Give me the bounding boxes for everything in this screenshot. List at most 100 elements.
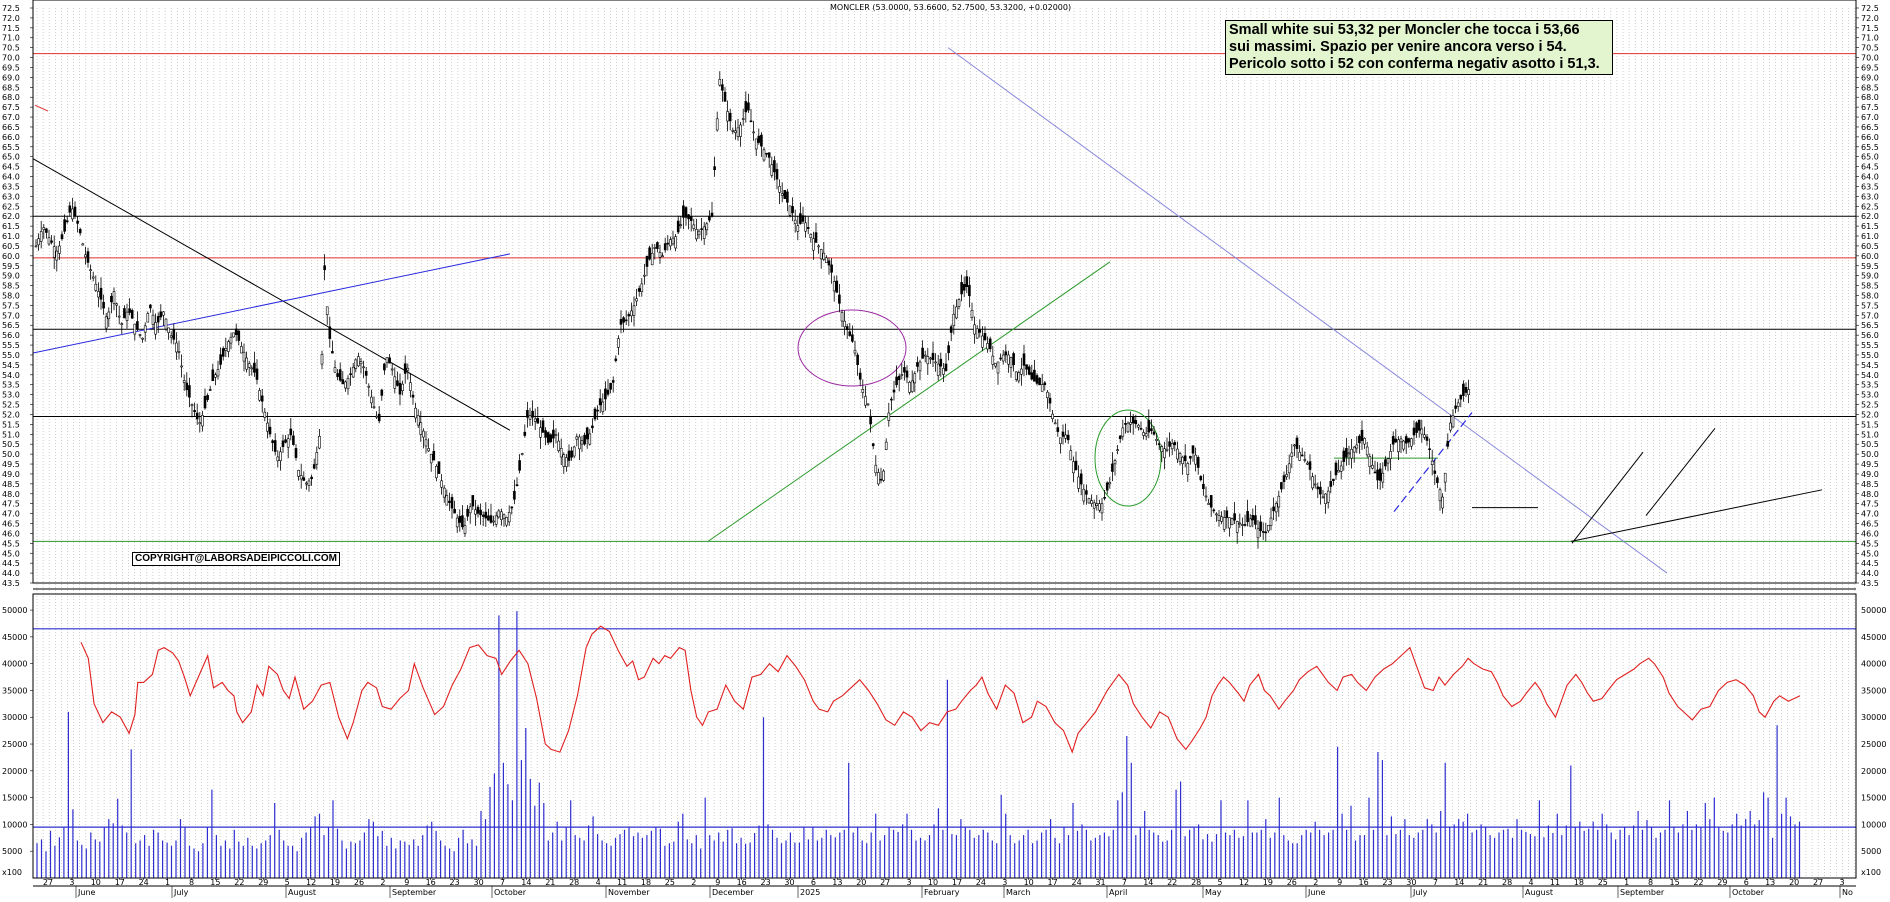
candle-body bbox=[955, 306, 958, 319]
volume-tick-left: 20000 bbox=[2, 767, 27, 776]
candle-body bbox=[380, 389, 384, 396]
day-tick: 7 bbox=[1433, 878, 1438, 887]
price-tick-right: 43.5 bbox=[1861, 579, 1879, 588]
candle-body bbox=[458, 515, 462, 523]
candle-body bbox=[806, 227, 810, 229]
price-tick-right: 72.0 bbox=[1861, 14, 1879, 23]
volume-tick-right: 45000 bbox=[1861, 633, 1886, 642]
candle-body bbox=[448, 500, 451, 503]
day-tick: 17 bbox=[115, 878, 125, 887]
volume-tick-right: 20000 bbox=[1861, 767, 1886, 776]
candle-body bbox=[934, 361, 937, 364]
candle-body bbox=[461, 515, 464, 528]
price-tick-right: 44.5 bbox=[1861, 559, 1879, 568]
day-tick: 1 bbox=[165, 878, 170, 887]
candle-body bbox=[481, 514, 485, 517]
day-tick: 19 bbox=[330, 878, 340, 887]
candle-body bbox=[991, 355, 995, 365]
candle-body bbox=[1048, 397, 1052, 404]
candle-body bbox=[292, 435, 295, 445]
candle-body bbox=[1168, 441, 1171, 447]
candle-body bbox=[1176, 448, 1179, 460]
candle-body bbox=[520, 453, 524, 455]
candle-body bbox=[676, 220, 680, 233]
candle-body bbox=[692, 224, 696, 229]
day-tick: 2 bbox=[380, 878, 385, 887]
candle-body bbox=[393, 376, 397, 389]
candle-body bbox=[390, 368, 394, 371]
candle-body bbox=[936, 363, 940, 376]
candle-body bbox=[1207, 502, 1210, 505]
candle-body bbox=[1451, 415, 1455, 428]
volume-unit-label: x100 bbox=[1861, 868, 1881, 877]
candle-body bbox=[708, 216, 711, 221]
day-tick: 13 bbox=[1765, 878, 1775, 887]
candle-body bbox=[882, 470, 885, 481]
candle-body bbox=[1173, 442, 1177, 446]
candle-body bbox=[1360, 429, 1364, 441]
candle-body bbox=[1425, 436, 1429, 441]
price-tick-left: 58.0 bbox=[2, 292, 20, 301]
candle-body bbox=[47, 237, 51, 245]
candle-body bbox=[869, 415, 872, 425]
candle-body bbox=[91, 276, 95, 279]
candle-body bbox=[918, 361, 922, 372]
candle-body bbox=[619, 319, 623, 325]
price-tick-right: 45.5 bbox=[1861, 539, 1879, 548]
price-tick-right: 70.5 bbox=[1861, 44, 1879, 53]
candle-body bbox=[375, 415, 378, 418]
candle-body bbox=[848, 331, 852, 336]
trend-line-blue-up bbox=[32, 253, 511, 354]
candle-body bbox=[1443, 472, 1447, 483]
candle-body bbox=[1378, 468, 1382, 481]
price-tick-right: 60.5 bbox=[1861, 242, 1879, 251]
day-tick: 10 bbox=[928, 878, 938, 887]
candle-body bbox=[596, 409, 599, 412]
candle-body bbox=[1079, 473, 1083, 485]
candle-body bbox=[783, 190, 787, 199]
candle-body bbox=[1391, 436, 1395, 445]
candle-body bbox=[999, 357, 1002, 360]
candle-body bbox=[1103, 496, 1106, 499]
candle-body bbox=[799, 213, 802, 224]
candle-body bbox=[1326, 490, 1330, 503]
candle-body bbox=[1038, 377, 1041, 386]
candle-body bbox=[1394, 438, 1398, 443]
candle-body bbox=[731, 130, 735, 132]
candle-body bbox=[1438, 489, 1442, 502]
candle-body bbox=[315, 451, 319, 465]
candle-body bbox=[757, 135, 761, 143]
candle-body bbox=[471, 495, 475, 507]
candle-body bbox=[695, 229, 698, 240]
candle-body bbox=[1389, 451, 1392, 459]
candle-body bbox=[689, 216, 693, 221]
candle-body bbox=[994, 363, 997, 367]
candle-body bbox=[164, 318, 168, 330]
candle-body bbox=[120, 323, 124, 326]
price-tick-left: 46.0 bbox=[2, 529, 20, 538]
candle-body bbox=[523, 431, 527, 436]
day-tick: 1 bbox=[1624, 878, 1629, 887]
day-tick: 5 bbox=[285, 878, 290, 887]
candle-body bbox=[825, 257, 828, 263]
candle-body bbox=[923, 354, 927, 357]
candle-body bbox=[640, 283, 644, 292]
candle-body bbox=[422, 430, 425, 438]
candle-body bbox=[648, 247, 651, 260]
candle-body bbox=[141, 337, 144, 340]
candle-body bbox=[929, 357, 932, 360]
candle-body bbox=[968, 285, 971, 296]
day-tick: 21 bbox=[545, 878, 555, 887]
price-tick-right: 64.0 bbox=[1861, 173, 1879, 182]
candle-body bbox=[853, 349, 857, 354]
purple-ellipse bbox=[797, 309, 907, 387]
candle-body bbox=[268, 426, 272, 435]
candle-body bbox=[942, 368, 945, 375]
candle-body bbox=[1277, 495, 1281, 508]
day-tick: 20 bbox=[856, 878, 866, 887]
day-tick: 14 bbox=[521, 878, 531, 887]
candle-body bbox=[744, 101, 748, 113]
candle-body bbox=[632, 305, 636, 316]
candle-body bbox=[897, 375, 901, 381]
